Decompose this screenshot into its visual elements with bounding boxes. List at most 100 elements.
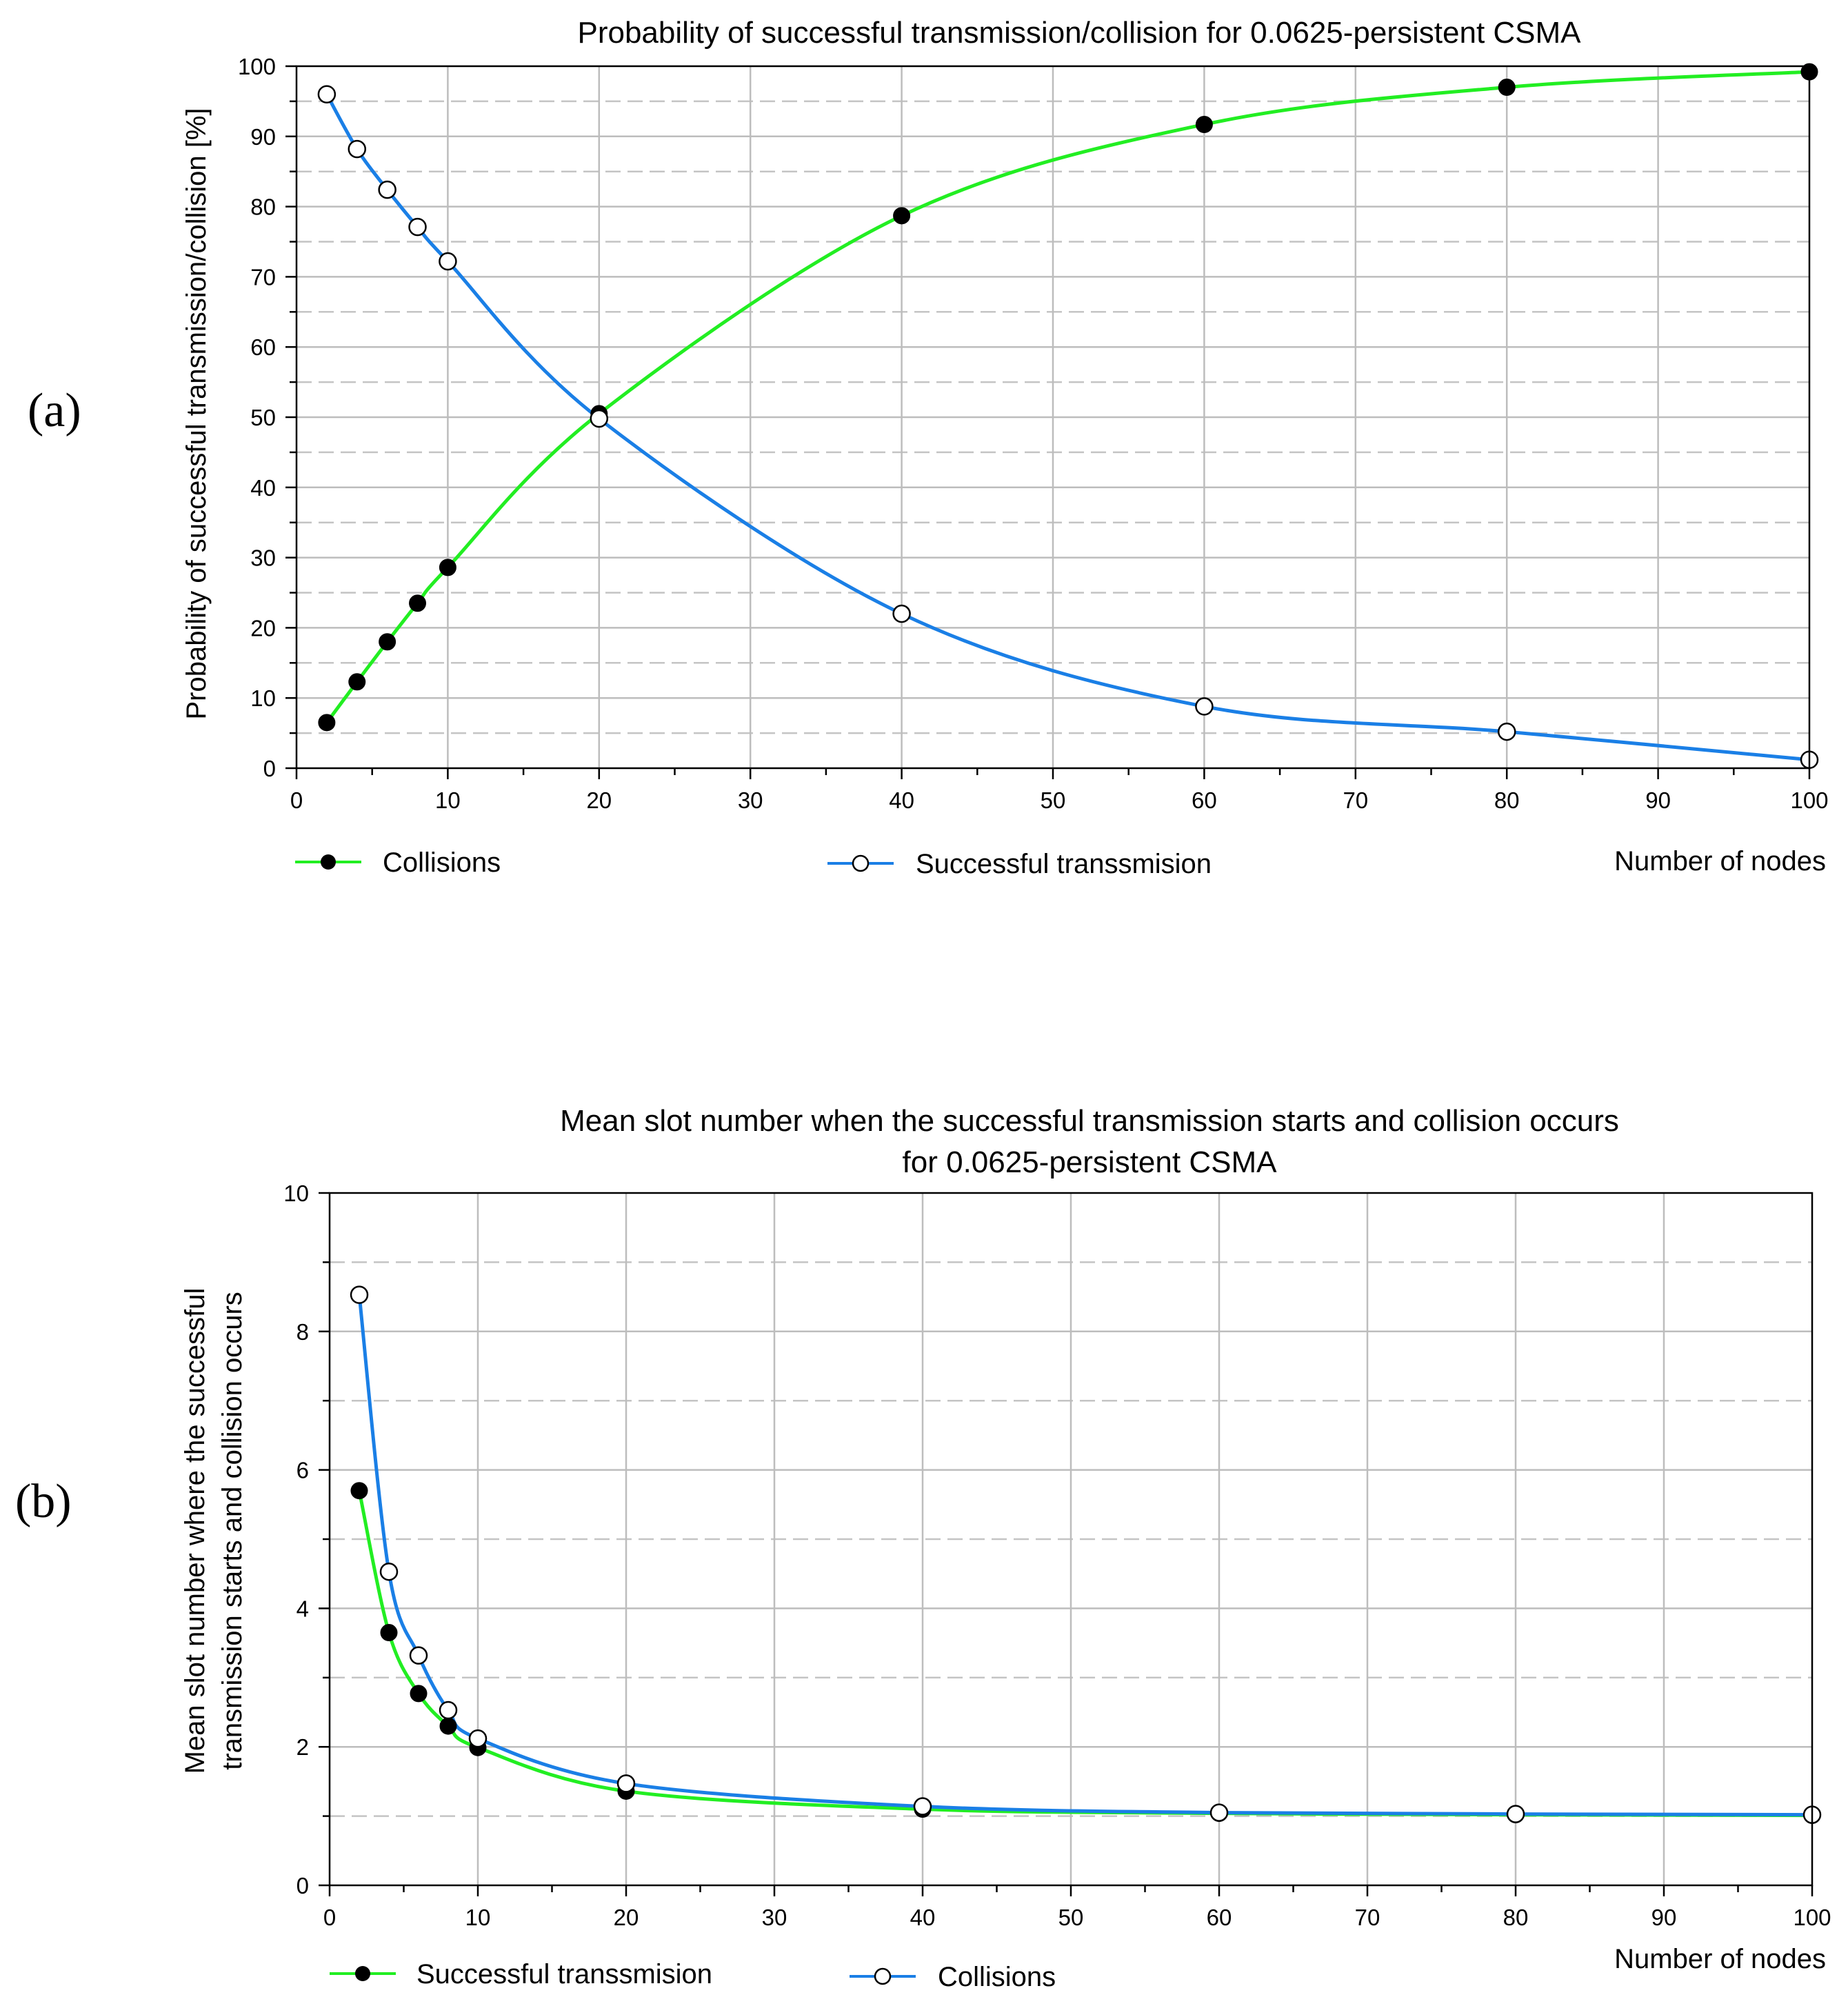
x-tick-label-b: 40 bbox=[910, 1905, 936, 1930]
x-tick-label-b: 80 bbox=[1503, 1905, 1529, 1930]
x-tick-label-a: 40 bbox=[889, 788, 914, 813]
y-tick-label-a: 10 bbox=[250, 685, 276, 711]
chart-title-b-line2: for 0.0625-persistent CSMA bbox=[903, 1145, 1278, 1179]
data-point-a-0 bbox=[348, 673, 366, 691]
data-point-a-1 bbox=[439, 252, 457, 271]
data-point-b-1 bbox=[1209, 1803, 1229, 1822]
data-point-b-1 bbox=[468, 1729, 488, 1748]
y-tick-label-b: 0 bbox=[297, 1873, 309, 1898]
x-tick-label-a: 100 bbox=[1790, 788, 1828, 813]
y-axis-label-b: Mean slot number where the successful bbox=[180, 1288, 210, 1774]
y-axis-label-b-line2: transmission starts and collision occurs bbox=[217, 1292, 248, 1770]
y-tick-label-a: 100 bbox=[238, 54, 276, 79]
data-point-a-1 bbox=[1497, 722, 1516, 741]
x-tick-label-a: 0 bbox=[290, 788, 303, 813]
data-point-a-1 bbox=[348, 139, 367, 159]
grid-b bbox=[330, 1193, 1812, 1885]
x-tick-label-b: 90 bbox=[1651, 1905, 1677, 1930]
y-tick-label-a: 0 bbox=[263, 756, 276, 781]
data-point-b-0 bbox=[410, 1685, 428, 1703]
data-point-a-0 bbox=[893, 207, 911, 225]
data-point-b-0 bbox=[380, 1624, 398, 1642]
x-tick-label-a: 20 bbox=[586, 788, 612, 813]
series-group-b bbox=[350, 1285, 1822, 1825]
data-point-a-1 bbox=[378, 180, 396, 199]
chart-b: (b) Mean slot number when the successful… bbox=[15, 1104, 1831, 1992]
legend-label-collisions-a: Collisions bbox=[383, 847, 501, 878]
series-line-a-0 bbox=[325, 70, 1810, 724]
legend-marker-success-b bbox=[355, 1966, 370, 1981]
x-tick-label-a: 10 bbox=[435, 788, 461, 813]
data-point-a-1 bbox=[317, 85, 337, 103]
series-line-a-1 bbox=[325, 93, 1810, 762]
y-tick-label-b: 8 bbox=[297, 1319, 309, 1345]
x-tick-label-a: 60 bbox=[1192, 788, 1217, 813]
y-tick-label-b: 10 bbox=[283, 1181, 309, 1206]
x-tick-label-b: 30 bbox=[762, 1905, 787, 1930]
x-axis-label-a: Number of nodes bbox=[1614, 846, 1826, 876]
chart-title-a: Probability of successful transmission/c… bbox=[577, 16, 1581, 50]
y-tick-label-a: 40 bbox=[250, 475, 276, 501]
data-point-a-1 bbox=[590, 409, 609, 428]
data-point-b-1 bbox=[439, 1701, 458, 1720]
series-group-a bbox=[317, 63, 1819, 770]
y-tick-label-b: 4 bbox=[297, 1596, 309, 1621]
data-point-a-1 bbox=[1195, 697, 1214, 716]
data-point-a-1 bbox=[892, 604, 911, 623]
y-tick-label-a: 90 bbox=[250, 124, 276, 150]
data-point-b-1 bbox=[913, 1797, 932, 1816]
y-axis-label-a: Probability of successful transmission/c… bbox=[181, 108, 212, 719]
x-tick-label-b: 50 bbox=[1058, 1905, 1084, 1930]
data-point-b-1 bbox=[379, 1562, 399, 1581]
legend-marker-collisions-a bbox=[321, 854, 336, 870]
data-point-b-1 bbox=[409, 1646, 428, 1665]
x-tick-label-a: 70 bbox=[1343, 788, 1368, 813]
grid-a bbox=[297, 66, 1809, 768]
legend-label-collisions-b: Collisions bbox=[938, 1962, 1056, 1992]
data-point-b-1 bbox=[350, 1285, 369, 1304]
x-tick-label-b: 0 bbox=[323, 1905, 336, 1930]
y-tick-label-a: 20 bbox=[250, 615, 276, 641]
data-point-a-0 bbox=[439, 559, 456, 576]
y-tick-label-a: 70 bbox=[250, 264, 276, 290]
x-tick-label-a: 90 bbox=[1645, 788, 1671, 813]
data-point-a-0 bbox=[318, 714, 336, 732]
data-point-a-0 bbox=[409, 594, 427, 612]
series-line-b-1 bbox=[357, 1294, 1813, 1817]
y-tick-label-a: 60 bbox=[250, 334, 276, 360]
data-point-b-0 bbox=[439, 1717, 457, 1735]
legend-label-success-b: Successful transsmision bbox=[416, 1959, 712, 1989]
x-tick-label-a: 50 bbox=[1041, 788, 1066, 813]
y-tick-label-b: 6 bbox=[297, 1458, 309, 1483]
data-point-a-0 bbox=[379, 633, 396, 651]
x-tick-label-b: 10 bbox=[465, 1905, 491, 1930]
y-tick-label-a: 30 bbox=[250, 545, 276, 571]
data-point-b-0 bbox=[350, 1482, 368, 1500]
legend-marker-success-a bbox=[852, 854, 870, 872]
data-point-a-0 bbox=[1498, 79, 1516, 97]
chart-title-b: Mean slot number when the successful tra… bbox=[560, 1104, 1619, 1138]
data-point-a-1 bbox=[408, 217, 427, 237]
data-point-a-0 bbox=[1195, 115, 1213, 133]
data-point-b-1 bbox=[1506, 1805, 1525, 1823]
legend-a: Collisions Successful transsmision bbox=[295, 847, 1212, 879]
x-tick-label-b: 20 bbox=[614, 1905, 639, 1930]
x-axis-label-b: Number of nodes bbox=[1614, 1944, 1826, 1974]
x-tick-label-b: 70 bbox=[1355, 1905, 1380, 1930]
y-tick-label-a: 50 bbox=[250, 405, 276, 430]
panel-label-a: (a) bbox=[28, 384, 81, 437]
legend-label-success-a: Successful transsmision bbox=[916, 849, 1212, 879]
chart-a: (a) Probability of successful transmissi… bbox=[28, 16, 1829, 879]
x-tick-label-a: 80 bbox=[1494, 788, 1520, 813]
data-point-b-1 bbox=[616, 1774, 636, 1793]
y-tick-label-a: 80 bbox=[250, 194, 276, 220]
y-tick-label-b: 2 bbox=[297, 1734, 309, 1760]
x-tick-label-b: 60 bbox=[1207, 1905, 1232, 1930]
x-tick-label-b: 100 bbox=[1793, 1905, 1831, 1930]
x-tick-label-a: 30 bbox=[738, 788, 763, 813]
ticks-a: 0 10 20 30 40 50 60 70 80 90 100 0 10 20 30 40 50 60 70 80 9… bbox=[238, 54, 1829, 813]
legend-b: Successful transsmision Collisions bbox=[330, 1959, 1056, 1992]
ticks-b: 0 10 20 30 40 50 60 70 80 90 100 0 2 4 6 8 10 bbox=[283, 1181, 1831, 1930]
panel-label-b: (b) bbox=[15, 1475, 72, 1528]
